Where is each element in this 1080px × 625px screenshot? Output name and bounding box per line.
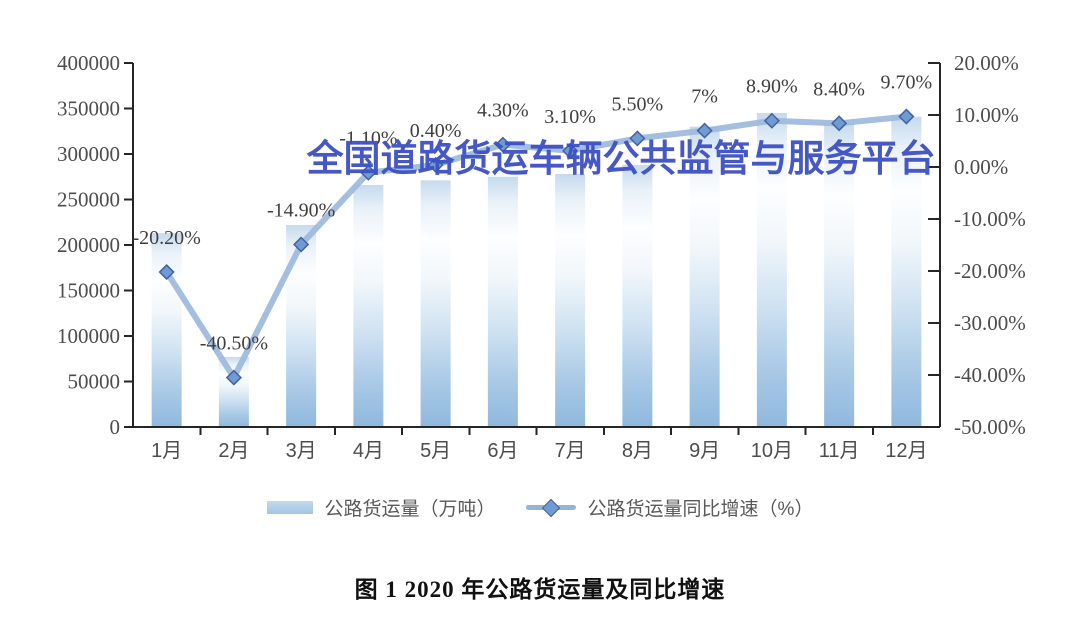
x-axis-label-month-12: 12月 (885, 440, 927, 462)
left-axis-label: 100000 (57, 324, 120, 348)
x-axis-label-month-7: 7月 (555, 440, 586, 462)
legend-label-freight-volume: 公路货运量（万吨） (324, 499, 496, 520)
diamond-marker-icon (541, 498, 560, 517)
x-axis-label-month-5: 5月 (420, 440, 451, 462)
right-axis-label: 20.00% (954, 51, 1019, 75)
bar-month-6 (487, 176, 518, 427)
right-axis-label: -20.00% (954, 259, 1026, 283)
x-axis-label-month-11: 11月 (819, 440, 860, 462)
right-axis-label: -30.00% (954, 311, 1026, 335)
left-axis-label: 200000 (57, 233, 120, 257)
x-axis-label-month-1: 1月 (151, 440, 182, 462)
legend-item-freight-volume: 公路货运量（万吨） (266, 494, 496, 521)
x-axis-label-month-6: 6月 (487, 440, 518, 462)
bar-month-12 (891, 116, 922, 427)
point-label-month-2: -40.50% (200, 333, 268, 355)
x-axis-label-month-9: 9月 (689, 440, 720, 462)
line-swatch-icon (525, 498, 576, 517)
legend-label-growth-rate: 公路货运量同比增速（%） (587, 499, 814, 520)
x-axis-label-month-10: 10月 (751, 440, 793, 462)
point-label-month-1: -20.20% (132, 227, 200, 249)
point-label-month-8: 5.50% (612, 93, 664, 115)
legend-item-growth-rate: 公路货运量同比增速（%） (525, 494, 814, 521)
marker-month-6 (494, 136, 511, 153)
right-axis-label: -40.00% (954, 363, 1026, 387)
marker-month-4 (360, 164, 377, 181)
marker-month-9 (696, 122, 713, 139)
marker-month-8 (629, 130, 646, 147)
x-axis-label-month-2: 2月 (218, 440, 249, 462)
right-axis-label: -50.00% (954, 415, 1026, 439)
left-axis-label: 50000 (68, 370, 121, 394)
bar-month-10 (756, 113, 787, 428)
right-axis-label: 10.00% (954, 103, 1019, 127)
point-label-month-5: 0.40% (410, 120, 462, 142)
marker-month-5 (427, 156, 444, 173)
point-label-month-12: 9.70% (881, 72, 933, 94)
marker-month-7 (562, 142, 579, 159)
marker-month-11 (831, 115, 848, 132)
left-axis-label: 150000 (57, 279, 120, 303)
x-axis-label-month-8: 8月 (622, 440, 653, 462)
point-label-month-11: 8.40% (813, 78, 865, 100)
bar-swatch-icon (266, 501, 313, 514)
x-axis-label-month-3: 3月 (286, 440, 317, 462)
bar-month-1 (151, 233, 182, 427)
marker-month-2 (225, 369, 242, 386)
growth-line (163, 113, 910, 381)
marker-month-1 (158, 263, 175, 281)
point-label-month-7: 3.10% (544, 106, 596, 128)
point-label-month-3: -14.90% (267, 199, 335, 221)
bar-month-7 (555, 174, 586, 427)
bar-month-5 (420, 180, 451, 427)
point-label-month-4: -1.10% (339, 128, 397, 150)
left-axis-label: 300000 (57, 142, 120, 166)
left-axis-label: 250000 (57, 188, 120, 212)
x-axis-label-month-4: 4月 (353, 440, 384, 462)
right-axis-label: 0.00% (954, 155, 1008, 179)
bar-month-2 (218, 356, 249, 427)
bar-month-8 (622, 164, 653, 428)
marker-month-12 (898, 108, 915, 125)
bar-month-9 (689, 126, 720, 427)
bar-month-4 (353, 184, 384, 427)
left-axis-label: 350000 (57, 97, 120, 121)
marker-month-10 (763, 112, 780, 129)
right-axis-label: -10.00% (954, 207, 1026, 231)
left-axis-label: 400000 (57, 51, 120, 75)
point-label-month-10: 8.90% (746, 76, 798, 98)
legend: 公路货运量（万吨） 公路货运量同比增速（%） (0, 494, 1080, 521)
marker-month-3 (293, 236, 310, 253)
left-axis-label: 0 (110, 415, 121, 439)
point-label-month-6: 4.30% (477, 100, 529, 122)
bar-month-3 (286, 224, 317, 427)
bar-month-11 (824, 123, 855, 427)
point-label-month-9: 7% (691, 86, 718, 108)
figure-caption: 图 1 2020 年公路货运量及同比增速 (354, 577, 726, 602)
